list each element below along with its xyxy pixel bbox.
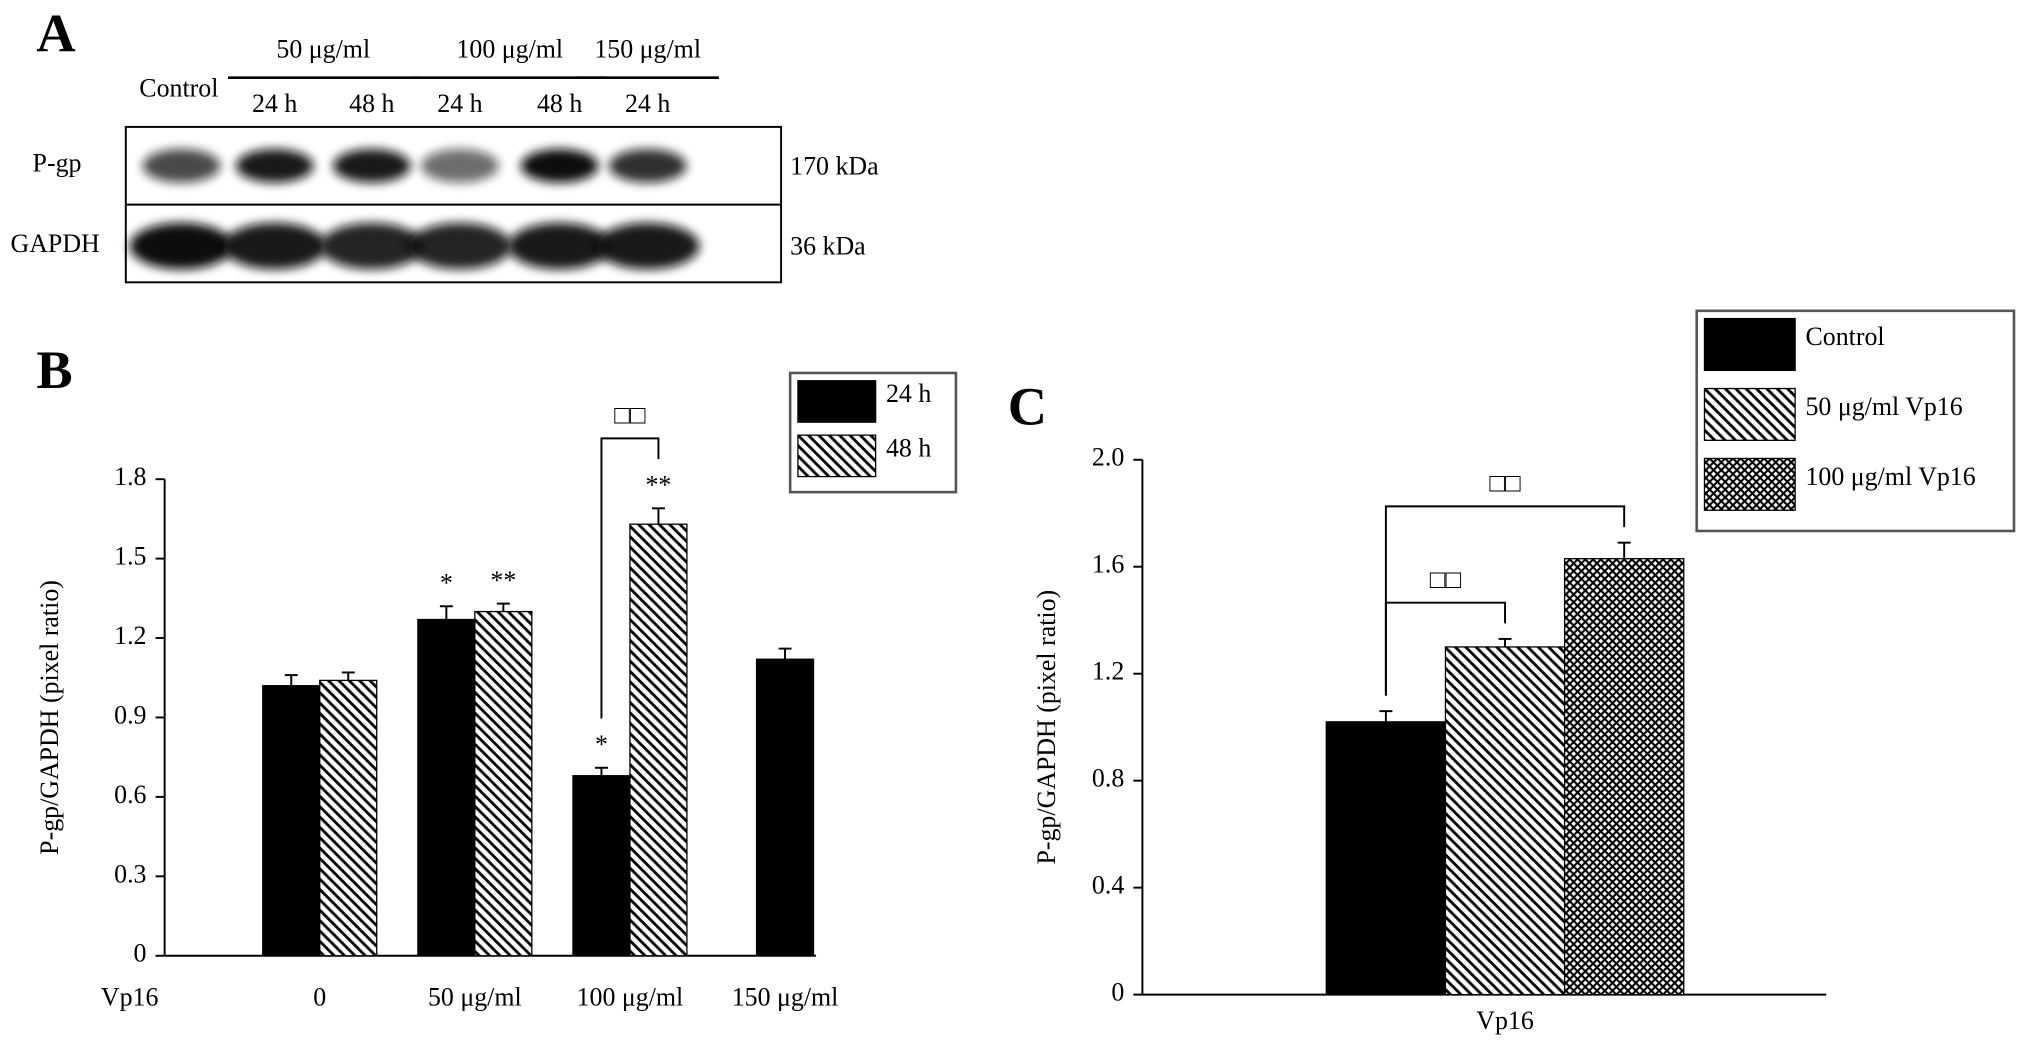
bar <box>417 618 476 957</box>
legend-swatch <box>1703 387 1796 441</box>
bar <box>262 685 321 957</box>
legend-label: 48 h <box>886 434 931 463</box>
group-label: 100 μg/ml <box>456 35 563 64</box>
legend-label: 50 μg/ml Vp16 <box>1805 392 1962 421</box>
band <box>129 222 234 270</box>
bracket <box>1384 601 1507 696</box>
band <box>142 148 221 183</box>
x-tick-label: 100 μg/ml <box>577 983 684 1012</box>
lane-label: 48 h <box>537 89 582 118</box>
y-tick-label: 0.3 <box>114 859 146 888</box>
band <box>507 222 612 270</box>
legend-label: Control <box>1805 322 1884 351</box>
band <box>595 222 700 270</box>
legend-swatch <box>797 380 877 423</box>
control-label: Control <box>139 74 218 103</box>
significance-label: * <box>440 568 453 597</box>
lane-label: 48 h <box>349 89 394 118</box>
x-tick-label: 0 <box>313 983 326 1012</box>
band <box>235 148 314 183</box>
y-tick-label: 1.6 <box>1092 550 1124 579</box>
bracket-label: □□ <box>1430 565 1462 594</box>
lane-label: 24 h <box>625 89 670 118</box>
band <box>333 148 411 183</box>
legend-swatch <box>1703 317 1796 372</box>
bracket <box>1384 505 1626 696</box>
panel-letter: B <box>36 340 72 400</box>
y-tick-label: 1.5 <box>114 542 146 571</box>
y-tick-label: 0.4 <box>1092 871 1124 900</box>
legend-swatch <box>1703 457 1796 511</box>
band <box>421 148 499 183</box>
lane-label: 24 h <box>437 89 482 118</box>
size-label: 36 kDa <box>790 232 866 261</box>
bar <box>1325 721 1447 996</box>
y-tick-label: 0.8 <box>1092 764 1124 793</box>
row-label: GAPDH <box>11 229 100 258</box>
significance-label: * <box>595 730 608 759</box>
bar <box>319 679 378 957</box>
band <box>320 222 424 270</box>
bar <box>755 658 815 957</box>
size-label: 170 kDa <box>790 151 879 180</box>
y-axis-title: P-gp/GAPDH (pixel ratio) <box>1032 590 1061 865</box>
x-tick-label: 50 μg/ml <box>428 983 522 1012</box>
legend-label: 24 h <box>886 379 931 408</box>
y-tick-label: 0 <box>134 939 147 968</box>
bar <box>1444 646 1566 996</box>
y-tick-label: 1.8 <box>114 462 146 491</box>
group-label: 150 μg/ml <box>594 35 701 64</box>
band <box>222 222 327 270</box>
band <box>520 148 599 183</box>
legend-label: 100 μg/ml Vp16 <box>1805 462 1975 491</box>
x-axis-title: Vp16 <box>101 983 159 1012</box>
y-tick-label: 1.2 <box>1092 657 1124 686</box>
bar <box>629 523 688 957</box>
legend-swatch <box>797 434 877 478</box>
y-tick-label: 0.6 <box>114 780 146 809</box>
group-label: 50 μg/ml <box>276 35 370 64</box>
panel-letter: C <box>1008 376 1047 436</box>
significance-label: ** <box>490 566 516 595</box>
band <box>608 148 687 183</box>
bracket-label: □□ <box>614 401 646 430</box>
bracket <box>600 437 660 719</box>
x-tick-label: Vp16 <box>1476 1006 1534 1035</box>
bar <box>474 610 533 957</box>
significance-label: ** <box>645 471 671 500</box>
y-tick-label: 1.2 <box>114 621 146 650</box>
bar <box>572 775 631 957</box>
y-tick-label: 2.0 <box>1092 443 1124 472</box>
panel-letter: A <box>36 3 75 63</box>
lane-label: 24 h <box>252 89 297 118</box>
y-tick-label: 0 <box>1111 978 1124 1007</box>
y-tick-label: 0.9 <box>114 700 146 729</box>
bracket-label: □□ <box>1489 469 1521 498</box>
band <box>408 222 512 270</box>
y-axis-title: P-gp/GAPDH (pixel ratio) <box>35 580 64 855</box>
row-label: P-gp <box>33 149 82 178</box>
bar <box>1563 558 1685 996</box>
x-tick-label: 150 μg/ml <box>732 983 839 1012</box>
